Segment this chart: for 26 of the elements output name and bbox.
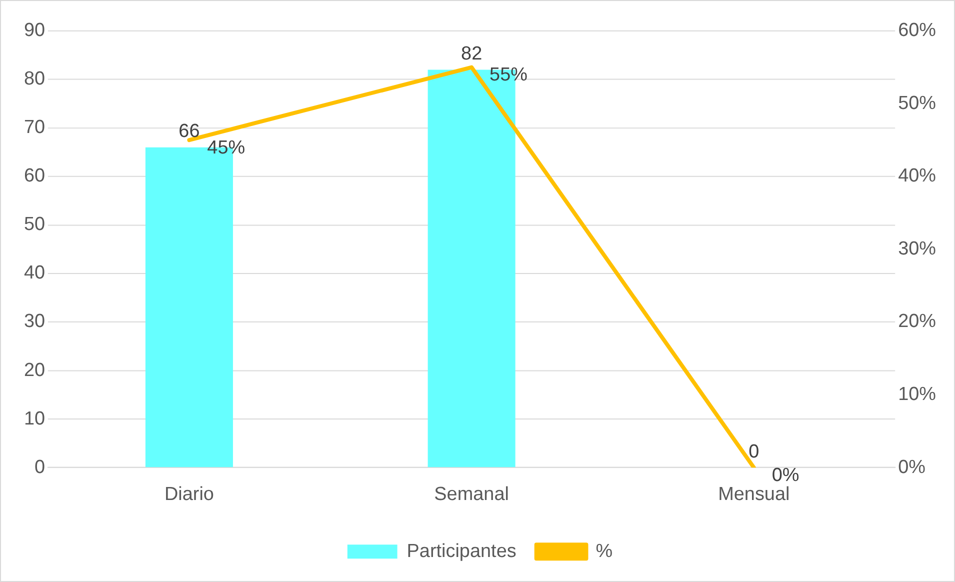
y-tick-label: 0 xyxy=(34,456,46,478)
y-tick-label: 40 xyxy=(24,262,46,284)
y2-tick-label: 0% xyxy=(898,456,926,478)
y2-tick-label: 60% xyxy=(898,20,936,42)
y2-tick-label: 40% xyxy=(898,166,936,187)
y-tick-label: 80 xyxy=(24,68,46,90)
data-label: 0 xyxy=(748,441,760,462)
legend-label: % xyxy=(596,540,613,562)
y2-tick-label: 10% xyxy=(898,384,936,406)
y-tick-label: 10 xyxy=(24,408,46,430)
data-label: 82 xyxy=(461,43,482,64)
y2-tick-label: 20% xyxy=(898,311,936,332)
y2-tick-label: 30% xyxy=(898,238,936,260)
data-label: 66 xyxy=(178,121,200,142)
y2-tick-label: 50% xyxy=(898,92,936,114)
y-tick-label: 30 xyxy=(24,311,46,332)
y-tick-label: 70 xyxy=(24,117,46,138)
y-tick-label: 90 xyxy=(24,20,46,42)
x-tick-label: Mensual xyxy=(718,484,790,506)
legend-label: Participantes xyxy=(406,540,516,562)
y-tick-label: 60 xyxy=(24,166,46,187)
y-tick-label: 50 xyxy=(24,214,46,236)
x-tick-label: Semanal xyxy=(434,484,509,506)
y-tick-label: 20 xyxy=(24,360,46,381)
data-label: 0% xyxy=(772,464,800,486)
x-tick-label: Diario xyxy=(164,484,214,506)
